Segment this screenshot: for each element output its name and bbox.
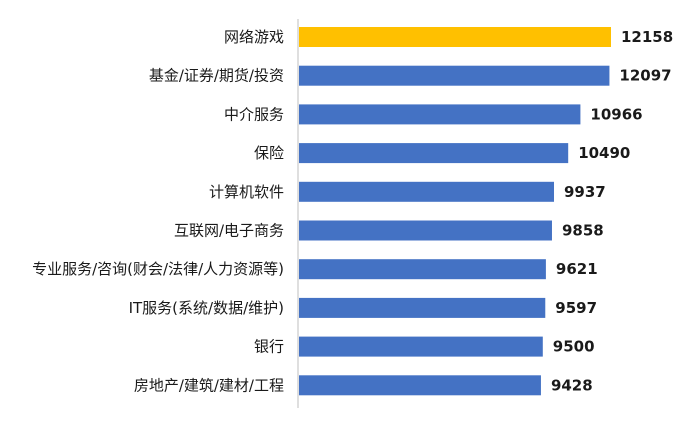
bar-0 bbox=[299, 27, 611, 47]
value-label-8: 9500 bbox=[553, 338, 595, 356]
category-label-9: 房地产/建筑/建材/工程 bbox=[134, 376, 284, 394]
value-label-0: 12158 bbox=[621, 28, 673, 46]
bar-1 bbox=[299, 65, 610, 86]
value-label-5: 9858 bbox=[562, 222, 604, 240]
value-label-4: 9937 bbox=[564, 183, 606, 201]
value-label-6: 9621 bbox=[556, 260, 598, 278]
category-label-2: 中介服务 bbox=[224, 105, 284, 123]
value-label-2: 10966 bbox=[590, 105, 642, 123]
bar-6 bbox=[299, 259, 546, 280]
category-label-5: 互联网/电子商务 bbox=[174, 222, 284, 240]
bar-2 bbox=[299, 104, 581, 125]
category-label-7: IT服务(系统/数据/维护) bbox=[129, 299, 284, 317]
category-label-6: 专业服务/咨询(财会/法律/人力资源等) bbox=[32, 260, 284, 278]
value-label-9: 9428 bbox=[551, 376, 593, 394]
category-label-1: 基金/证券/期货/投资 bbox=[149, 67, 284, 85]
bar-4 bbox=[299, 181, 555, 202]
value-labels-layer: 12158 12097 10966 10490 9937 9858 9621 9597 9500… bbox=[551, 28, 673, 394]
category-label-0: 网络游戏 bbox=[224, 28, 284, 46]
bars-layer bbox=[299, 27, 611, 396]
bar-9 bbox=[299, 375, 541, 396]
bar-3 bbox=[299, 143, 569, 164]
value-label-3: 10490 bbox=[578, 144, 630, 162]
category-label-4: 计算机软件 bbox=[209, 183, 284, 201]
bar-7 bbox=[299, 297, 546, 318]
category-labels-layer: 网络游戏基金/证券/期货/投资中介服务保险计算机软件互联网/电子商务专业服务/咨… bbox=[32, 28, 284, 394]
category-label-3: 保险 bbox=[254, 144, 284, 162]
value-label-7: 9597 bbox=[555, 299, 597, 317]
bar-5 bbox=[299, 220, 552, 241]
bar-8 bbox=[299, 336, 543, 357]
value-label-1: 12097 bbox=[619, 67, 671, 85]
category-label-8: 银行 bbox=[254, 338, 284, 356]
